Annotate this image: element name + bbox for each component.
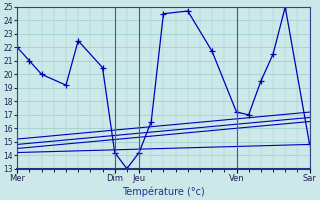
X-axis label: Température (°c): Température (°c): [122, 186, 205, 197]
